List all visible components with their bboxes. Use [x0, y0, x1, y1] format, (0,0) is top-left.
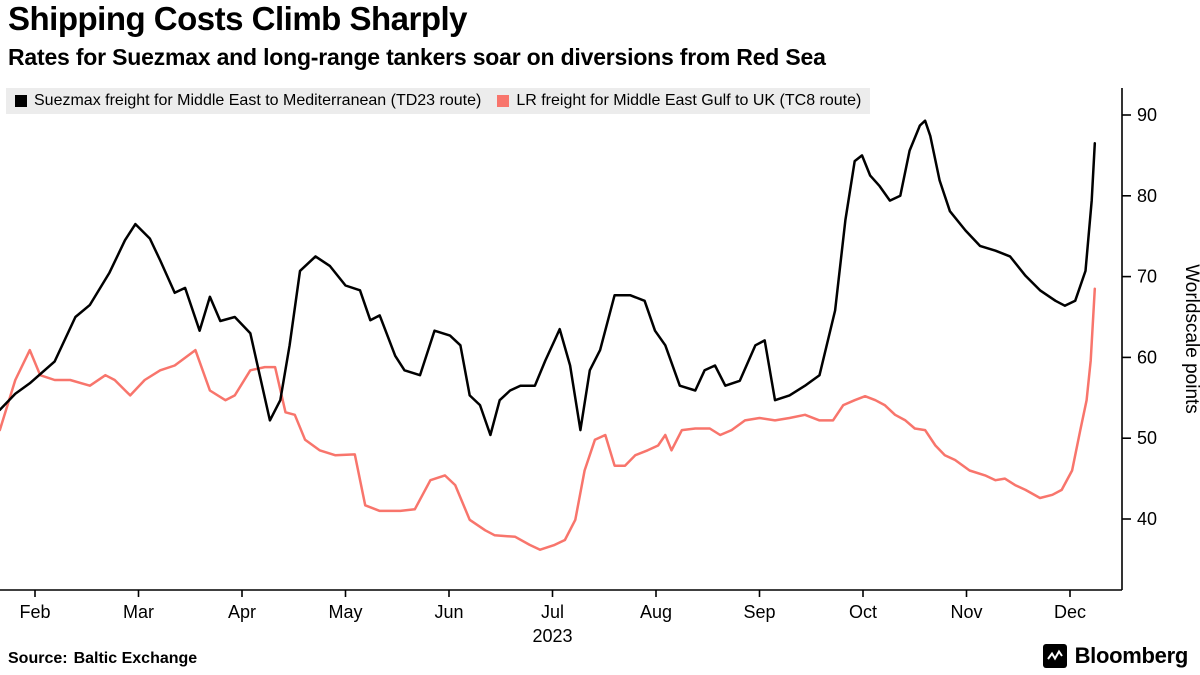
- svg-text:Apr: Apr: [228, 602, 256, 622]
- svg-text:Sep: Sep: [743, 602, 775, 622]
- svg-text:90: 90: [1137, 105, 1157, 125]
- legend-swatch-red: [497, 94, 510, 107]
- svg-text:50: 50: [1137, 428, 1157, 448]
- source-label: Source:: [8, 650, 68, 667]
- svg-text:Oct: Oct: [849, 602, 877, 622]
- svg-text:Aug: Aug: [640, 602, 672, 622]
- legend-swatch-black: [15, 94, 27, 107]
- svg-text:40: 40: [1137, 509, 1157, 529]
- svg-text:Dec: Dec: [1054, 602, 1086, 622]
- bloomberg-wordmark: Bloomberg: [1074, 643, 1189, 668]
- chart-subtitle: Rates for Suezmax and long-range tankers…: [8, 44, 826, 70]
- chart-title: Shipping Costs Climb Sharply: [8, 0, 468, 37]
- svg-text:70: 70: [1137, 267, 1157, 287]
- source-value: Baltic Exchange: [73, 650, 198, 667]
- legend-label-lr-tc8: LR freight for Middle East Gulf to UK (T…: [516, 92, 862, 109]
- source-note: Source: Baltic Exchange: [8, 650, 197, 668]
- svg-text:2023: 2023: [532, 626, 572, 646]
- svg-text:May: May: [328, 602, 362, 622]
- svg-text:Mar: Mar: [123, 602, 154, 622]
- chart-canvas: 40 50 60 70 80 90 Feb Mar Apr May Jun Jul Aug Sep Oct N…: [0, 88, 1200, 646]
- legend-item-suezmax-td23: Suezmax freight for Middle East to Medit…: [15, 92, 481, 110]
- legend-item-lr-tc8: LR freight for Middle East Gulf to UK (T…: [497, 92, 861, 110]
- svg-text:Nov: Nov: [950, 602, 982, 622]
- bloomberg-logo: Bloomberg: [1042, 643, 1189, 669]
- bloomberg-logo-icon: [1042, 644, 1067, 668]
- svg-text:Jun: Jun: [434, 602, 463, 622]
- svg-text:60: 60: [1137, 347, 1157, 367]
- legend-label-suezmax-td23: Suezmax freight for Middle East to Medit…: [34, 92, 482, 109]
- svg-text:Feb: Feb: [19, 602, 50, 622]
- svg-text:Jul: Jul: [541, 602, 564, 622]
- chart-legend: Suezmax freight for Middle East to Medit…: [6, 88, 871, 114]
- svg-text:80: 80: [1137, 186, 1157, 206]
- svg-text:Worldscale points: Worldscale points: [1181, 264, 1200, 414]
